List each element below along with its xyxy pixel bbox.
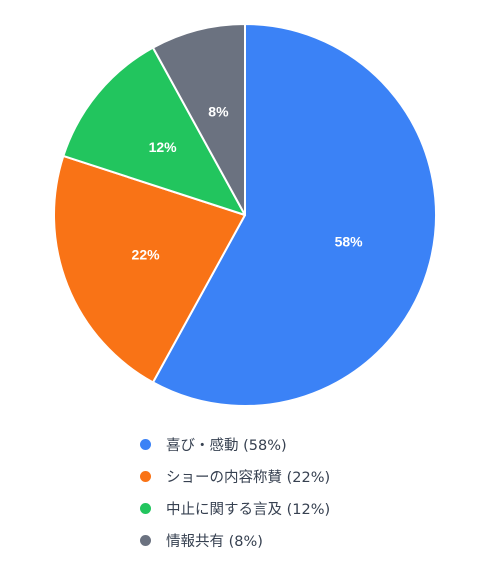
legend-swatch xyxy=(140,470,151,482)
pie-slice-2[interactable] xyxy=(62,46,246,216)
pie-slice-3[interactable] xyxy=(151,23,246,216)
slice-data-label-1: 22% xyxy=(132,246,161,262)
legend-swatch xyxy=(140,502,151,514)
legend-item-1[interactable]: ショーの内容称賛 (22%) xyxy=(140,460,330,492)
legend-item-3[interactable]: 情報共有 (8%) xyxy=(140,524,330,556)
pie-slice-0[interactable] xyxy=(151,23,437,407)
pie-chart-plot: 58% 22% 12% 8% xyxy=(53,23,437,407)
chart-legend: 喜び・感動 (58%) ショーの内容称賛 (22%) 中止に関する言及 (12%) 情… xyxy=(140,428,330,556)
legend-item-0[interactable]: 喜び・感動 (58%) xyxy=(140,428,330,460)
slice-data-label-2: 12% xyxy=(149,139,178,155)
legend-label: 喜び・感動 (58%) xyxy=(166,437,287,454)
legend-item-2[interactable]: 中止に関する言及 (12%) xyxy=(140,492,330,524)
legend-swatch xyxy=(140,438,151,450)
legend-label: 中止に関する言及 (12%) xyxy=(166,501,331,518)
legend-swatch xyxy=(140,534,151,546)
slice-data-label-0: 58% xyxy=(335,234,364,250)
legend-label: 情報共有 (8%) xyxy=(166,533,263,550)
pie-slice-1[interactable] xyxy=(53,154,246,384)
legend-label: ショーの内容称賛 (22%) xyxy=(166,469,331,486)
slice-data-label-3: 8% xyxy=(208,103,229,119)
